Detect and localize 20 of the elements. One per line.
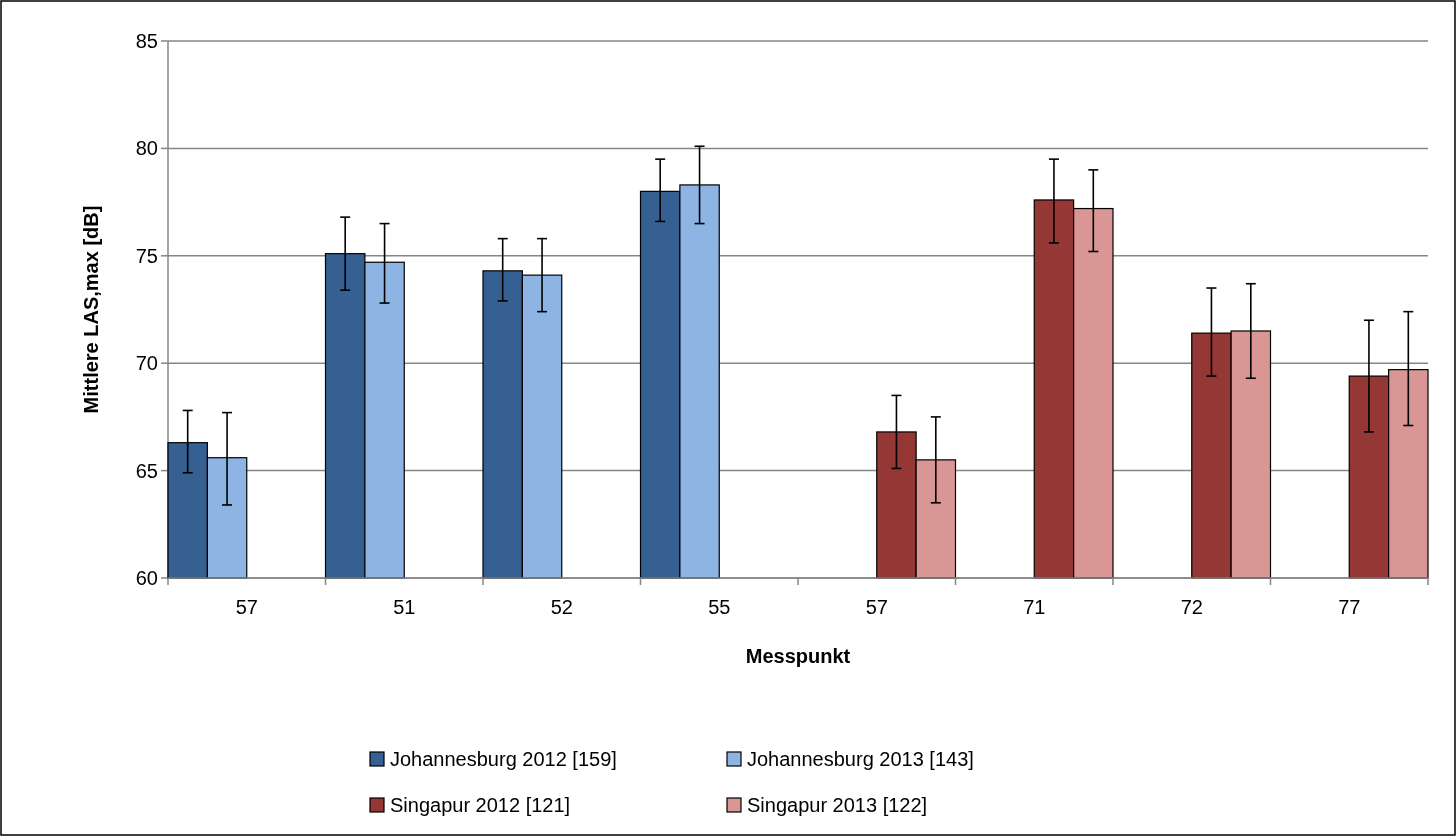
x-tick-label: 57 <box>235 596 258 618</box>
x-tick-label: 51 <box>393 596 416 618</box>
y-tick-label: 75 <box>135 244 158 267</box>
y-axis-title: Mittlere LAS,max [dB] <box>80 205 102 414</box>
x-axis-title: Messpunkt <box>745 645 851 667</box>
x-tick-label: 71 <box>1023 596 1046 618</box>
x-tick-label: 55 <box>708 596 731 618</box>
x-tick-label: 72 <box>1180 596 1203 618</box>
x-tick-label: 57 <box>865 596 888 618</box>
legend-label: Johannesburg 2012 [159] <box>390 748 617 770</box>
y-tick-label: 65 <box>135 459 158 482</box>
y-tick-label: 70 <box>135 352 158 375</box>
legend-label: Singapur 2012 [121] <box>390 794 571 816</box>
y-tick-label: 85 <box>135 30 158 52</box>
x-tick-label: 52 <box>550 596 573 618</box>
y-tick-label: 80 <box>135 137 158 160</box>
legend-label: Singapur 2013 [122] <box>747 794 928 816</box>
legend-label: Johannesburg 2013 [143] <box>747 748 974 770</box>
y-tick-label: 60 <box>135 567 158 589</box>
x-tick-label: 77 <box>1338 596 1361 618</box>
